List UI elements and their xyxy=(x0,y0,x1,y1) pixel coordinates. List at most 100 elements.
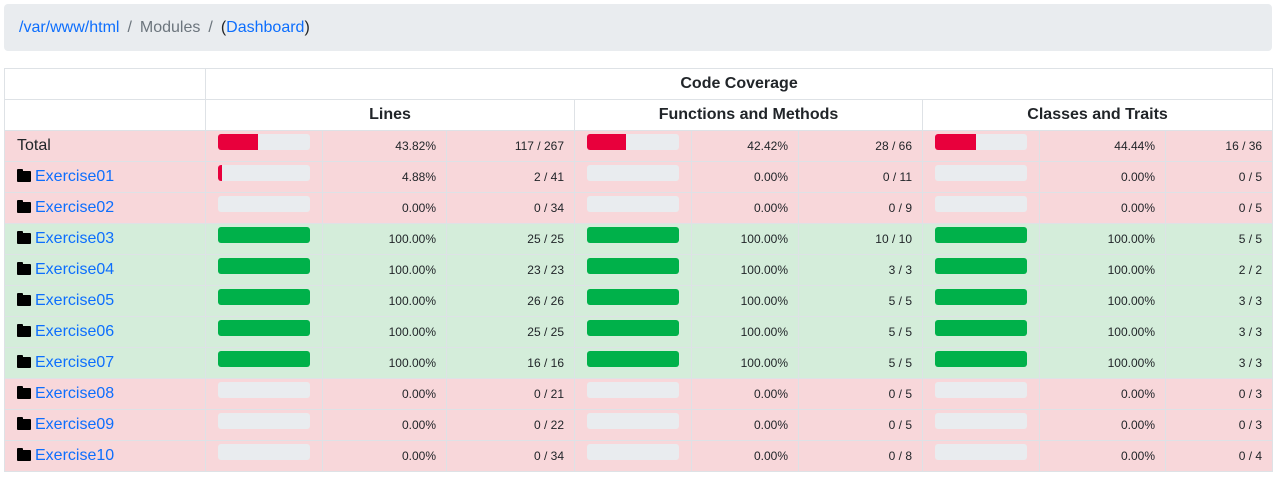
funcs-progress-bar xyxy=(587,351,679,367)
row-name-cell: Exercise04 xyxy=(4,254,206,286)
total-label: Total xyxy=(17,137,51,154)
funcs-count: 3 / 3 xyxy=(798,254,923,286)
classes-progress-bar xyxy=(935,227,1027,243)
table-row: Exercise02 0.00% 0 / 34 0.00% 0 / 9 0.00% 0 / … xyxy=(4,192,1274,224)
module-link[interactable]: Exercise07 xyxy=(35,354,115,371)
classes-bar-cell xyxy=(922,161,1040,193)
classes-count: 0 / 3 xyxy=(1164,378,1274,410)
module-link[interactable]: Exercise03 xyxy=(35,230,115,247)
classes-count: 3 / 3 xyxy=(1164,316,1274,348)
module-link[interactable]: Exercise02 xyxy=(35,199,115,216)
breadcrumb-paren-close: ) xyxy=(304,18,310,36)
table-row: Exercise09 0.00% 0 / 22 0.00% 0 / 5 0.00% 0 / … xyxy=(4,409,1274,441)
classes-percent: 0.00% xyxy=(1039,378,1166,410)
classes-count: 5 / 5 xyxy=(1164,223,1274,255)
lines-count: 117 / 267 xyxy=(446,130,575,162)
classes-count: 3 / 3 xyxy=(1164,285,1274,317)
funcs-count: 0 / 11 xyxy=(798,161,923,193)
folder-icon xyxy=(17,169,31,182)
table-row: Exercise08 0.00% 0 / 21 0.00% 0 / 5 0.00% 0 / … xyxy=(4,378,1274,410)
folder-icon xyxy=(17,293,31,306)
breadcrumb-current: Modules xyxy=(139,18,201,36)
classes-progress-fill xyxy=(935,227,1027,243)
header-classes: Classes and Traits xyxy=(921,99,1274,131)
module-link[interactable]: Exercise06 xyxy=(35,323,115,340)
lines-percent: 0.00% xyxy=(322,440,447,472)
funcs-progress-bar xyxy=(587,413,679,429)
module-link[interactable]: Exercise08 xyxy=(35,385,115,402)
row-name-cell: Exercise01 xyxy=(4,161,206,193)
funcs-progress-fill xyxy=(587,258,679,274)
table-row: Exercise05 100.00% 26 / 26 100.00% 5 / 5 100.… xyxy=(4,285,1274,317)
funcs-count: 0 / 5 xyxy=(798,378,923,410)
breadcrumb-root-link[interactable]: /var/www/html xyxy=(19,18,120,36)
classes-progress-bar xyxy=(935,351,1027,367)
funcs-bar-cell xyxy=(574,192,692,224)
classes-percent: 0.00% xyxy=(1039,192,1166,224)
classes-count: 2 / 2 xyxy=(1164,254,1274,286)
classes-count: 0 / 5 xyxy=(1164,161,1274,193)
lines-bar-cell xyxy=(205,161,323,193)
lines-progress-bar xyxy=(218,320,310,336)
classes-bar-cell xyxy=(922,409,1040,441)
lines-count: 25 / 25 xyxy=(446,316,575,348)
header-lines: Lines xyxy=(205,99,575,131)
folder-icon xyxy=(17,324,31,337)
module-link[interactable]: Exercise04 xyxy=(35,261,115,278)
lines-percent: 100.00% xyxy=(322,316,447,348)
funcs-progress-bar xyxy=(587,444,679,460)
module-link[interactable]: Exercise05 xyxy=(35,292,115,309)
funcs-count: 5 / 5 xyxy=(798,285,923,317)
classes-progress-fill xyxy=(935,258,1027,274)
funcs-progress-bar xyxy=(587,258,679,274)
lines-percent: 0.00% xyxy=(322,378,447,410)
module-link[interactable]: Exercise09 xyxy=(35,416,115,433)
lines-progress-bar xyxy=(218,382,310,398)
header-code-coverage: Code Coverage xyxy=(204,68,1274,100)
lines-percent: 43.82% xyxy=(322,130,447,162)
funcs-progress-fill xyxy=(587,320,679,336)
funcs-percent: 42.42% xyxy=(691,130,799,162)
folder-icon xyxy=(17,231,31,244)
breadcrumb: /var/www/html / Modules / (Dashboard) xyxy=(4,4,1272,51)
lines-count: 0 / 34 xyxy=(446,192,575,224)
classes-percent: 100.00% xyxy=(1039,254,1166,286)
lines-progress-fill xyxy=(218,165,223,181)
lines-bar-cell xyxy=(205,285,323,317)
funcs-count: 10 / 10 xyxy=(798,223,923,255)
lines-bar-cell xyxy=(205,409,323,441)
lines-progress-fill xyxy=(218,351,310,367)
module-link[interactable]: Exercise10 xyxy=(35,447,115,464)
funcs-progress-fill xyxy=(587,351,679,367)
header-blank xyxy=(4,68,206,100)
lines-percent: 100.00% xyxy=(322,285,447,317)
classes-percent: 100.00% xyxy=(1039,285,1166,317)
funcs-bar-cell xyxy=(574,316,692,348)
lines-bar-cell xyxy=(205,192,323,224)
lines-progress-bar xyxy=(218,258,310,274)
lines-progress-fill xyxy=(218,134,259,150)
classes-count: 0 / 5 xyxy=(1164,192,1274,224)
funcs-progress-bar xyxy=(587,196,679,212)
classes-percent: 0.00% xyxy=(1039,161,1166,193)
breadcrumb-separator: / xyxy=(208,18,213,36)
classes-bar-cell xyxy=(922,316,1040,348)
classes-percent: 0.00% xyxy=(1039,440,1166,472)
lines-progress-bar xyxy=(218,165,310,181)
breadcrumb-dashboard-link[interactable]: Dashboard xyxy=(226,18,305,36)
funcs-count: 5 / 5 xyxy=(798,347,923,379)
funcs-bar-cell xyxy=(574,285,692,317)
folder-icon xyxy=(17,262,31,275)
classes-progress-fill xyxy=(935,320,1027,336)
funcs-count: 5 / 5 xyxy=(798,316,923,348)
lines-progress-bar xyxy=(218,413,310,429)
row-name-cell: Exercise05 xyxy=(4,285,206,317)
classes-percent: 0.00% xyxy=(1039,409,1166,441)
lines-percent: 0.00% xyxy=(322,192,447,224)
lines-percent: 100.00% xyxy=(322,254,447,286)
table-row: Exercise06 100.00% 25 / 25 100.00% 5 / 5 100.… xyxy=(4,316,1274,348)
classes-percent: 100.00% xyxy=(1039,223,1166,255)
table-row: Exercise04 100.00% 23 / 23 100.00% 3 / 3 100.… xyxy=(4,254,1274,286)
row-name-cell: Exercise09 xyxy=(4,409,206,441)
module-link[interactable]: Exercise01 xyxy=(35,168,115,185)
